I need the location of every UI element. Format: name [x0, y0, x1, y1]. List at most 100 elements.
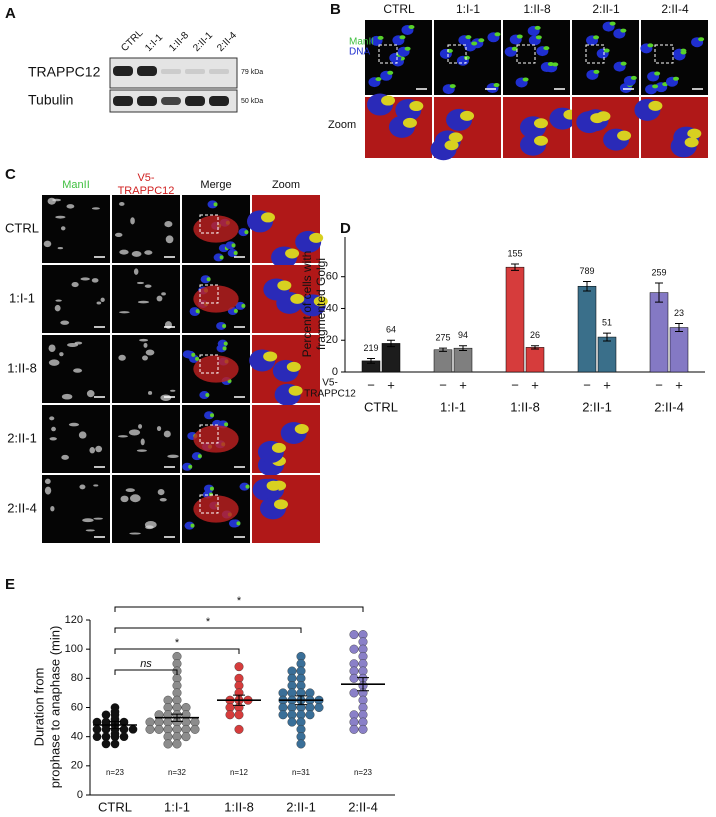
count-label: 789 [579, 266, 594, 276]
y-axis-label: fragmented Golgi [314, 258, 328, 350]
cell-signal [114, 232, 123, 237]
golgi [408, 24, 415, 29]
golgi [223, 341, 228, 346]
count-label: 275 [435, 333, 450, 343]
golgi [460, 110, 475, 121]
golgi [210, 413, 215, 418]
cell-signal [100, 297, 105, 303]
cell-signal [96, 301, 102, 305]
data-point [101, 732, 111, 741]
error-bar [531, 345, 539, 350]
cell-signal [118, 311, 130, 314]
golgi [511, 46, 518, 51]
column-header: V5- [137, 172, 154, 184]
cell-signal [71, 282, 79, 288]
treatment-sign: − [655, 377, 663, 392]
x-tick-label: CTRL [98, 799, 132, 814]
golgi [231, 243, 236, 248]
treatment-sign: + [459, 377, 467, 392]
cell-signal [147, 391, 153, 395]
zoom-box [199, 424, 219, 444]
bar [577, 285, 597, 373]
panel-label: B [330, 1, 341, 18]
cell-signal [44, 478, 51, 485]
nucleus [182, 462, 193, 471]
data-point [101, 739, 111, 749]
column-header: 1:II-8 [523, 2, 551, 16]
golgi [205, 393, 210, 398]
golgi [195, 309, 200, 314]
cell-signal [55, 299, 62, 302]
cell-signal [139, 338, 149, 342]
cell-signal [144, 250, 153, 255]
golgi [224, 422, 229, 427]
y-tick-label: 120 [65, 614, 83, 626]
column-header: ManII [62, 179, 90, 191]
significance-label: ns [140, 658, 152, 670]
bar [525, 347, 545, 373]
golgi [399, 35, 406, 40]
zoom-box [199, 494, 219, 514]
cell-signal [142, 355, 148, 361]
golgi [213, 202, 218, 207]
golgi [593, 69, 600, 74]
error-bar [583, 280, 591, 292]
nucleus [207, 200, 218, 209]
cell-signal [91, 207, 100, 210]
cell-signal [51, 426, 56, 432]
golgi [271, 442, 286, 453]
cell-signal [145, 349, 155, 356]
n-label: n=12 [230, 768, 249, 777]
treatment-sign: + [531, 377, 539, 392]
cell-signal [49, 416, 55, 421]
golgi [547, 62, 554, 67]
data-point [234, 724, 244, 734]
column-header: 2:II-1 [592, 2, 620, 16]
lane-label: 2:II-1 [191, 30, 215, 54]
golgi [620, 61, 627, 66]
nucleus [199, 391, 210, 400]
cell-signal [61, 454, 69, 460]
error-bar [655, 282, 663, 303]
cell-signal [93, 484, 99, 487]
golgi [652, 84, 659, 89]
treatment-sign: − [583, 377, 591, 392]
golgi [409, 101, 424, 112]
golgi [593, 35, 600, 40]
bracket [114, 648, 240, 654]
golgi [377, 35, 384, 40]
y-tick-label: 40 [326, 302, 338, 314]
golgi [277, 280, 292, 291]
x-tick-label: 1:I-1 [164, 799, 190, 814]
golgi [630, 75, 637, 80]
cell-signal [170, 389, 176, 392]
golgi [190, 523, 195, 528]
golgi [552, 62, 559, 67]
cell-signal [73, 368, 83, 373]
treatment-label: V5- [322, 378, 338, 389]
significance-label: * [237, 595, 242, 607]
data-point [110, 739, 120, 749]
cell-signal [130, 217, 135, 225]
golgi [309, 232, 324, 243]
treatment-sign: + [603, 377, 611, 392]
row-label: Tubulin [28, 92, 73, 108]
golgi [534, 25, 541, 30]
micrograph [42, 265, 110, 333]
cell-signal [156, 295, 163, 302]
column-header: CTRL [383, 2, 415, 16]
v5-signal [193, 355, 239, 383]
cell-signal [159, 498, 167, 502]
y-tick-label: 20 [71, 760, 83, 772]
cell-signal [82, 518, 94, 523]
golgi [404, 46, 411, 51]
treatment-sign: + [387, 377, 395, 392]
data-point [92, 732, 102, 741]
zoom-box [585, 44, 605, 64]
v5-signal [193, 215, 239, 243]
golgi [375, 77, 382, 82]
v5-signal [193, 495, 239, 523]
cell-signal [143, 342, 148, 348]
nucleus [230, 519, 241, 528]
golgi [294, 423, 309, 434]
